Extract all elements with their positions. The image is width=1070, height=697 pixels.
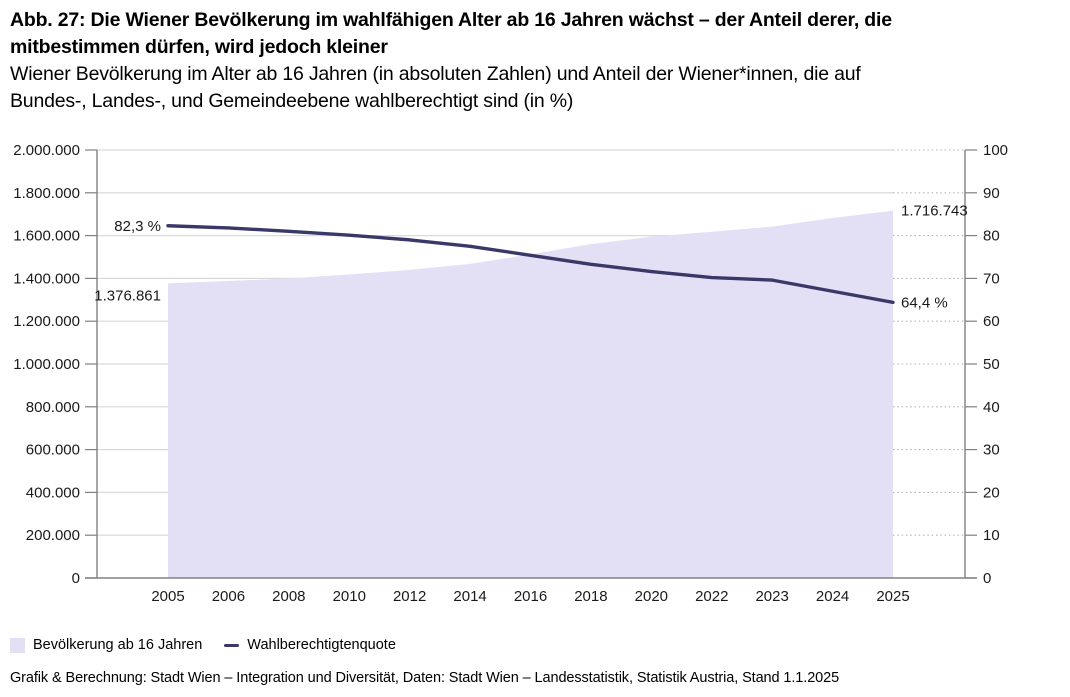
x-axis-label: 2020 xyxy=(635,588,668,605)
annotation-line-start: 82,3 % xyxy=(114,218,161,235)
y-axis-label-left: 800.000 xyxy=(26,399,80,416)
page-subtitle: Wiener Bevölkerung im Alter ab 16 Jahren… xyxy=(10,63,861,112)
x-axis-label: 2012 xyxy=(393,588,426,605)
x-axis-label: 2008 xyxy=(272,588,305,605)
annotation-line-end: 64,4 % xyxy=(901,294,948,311)
x-axis-label: 2005 xyxy=(151,588,184,605)
y-axis-label-left: 1.000.000 xyxy=(13,356,80,373)
x-axis-label: 2023 xyxy=(755,588,788,605)
x-axis-label: 2018 xyxy=(574,588,607,605)
x-axis-label: 2014 xyxy=(453,588,486,605)
y-axis-label-right: 20 xyxy=(983,484,1000,501)
legend-label-quota: Wahlberechtigtenquote xyxy=(247,637,396,653)
y-axis-label-left: 1.400.000 xyxy=(13,270,80,287)
y-axis-label-right: 100 xyxy=(983,142,1008,159)
y-axis-label-left: 600.000 xyxy=(26,442,80,459)
y-axis-label-right: 70 xyxy=(983,270,1000,287)
line-swatch-icon xyxy=(224,643,240,647)
y-axis-label-left: 200.000 xyxy=(26,527,80,544)
x-axis-label: 2006 xyxy=(212,588,245,605)
x-axis-label: 2022 xyxy=(695,588,728,605)
x-axis-label: 2024 xyxy=(816,588,849,605)
y-axis-label-right: 40 xyxy=(983,399,1000,416)
annotation-area-end: 1.716.743 xyxy=(901,203,968,220)
y-axis-label-right: 80 xyxy=(983,228,1000,245)
y-axis-label-right: 60 xyxy=(983,313,1000,330)
annotation-area-start: 1.376.861 xyxy=(94,287,161,304)
x-axis-label: 2010 xyxy=(333,588,366,605)
x-axis-label: 2025 xyxy=(876,588,909,605)
population-area xyxy=(168,210,893,578)
y-axis-label-right: 30 xyxy=(983,442,1000,459)
page-title: Abb. 27: Die Wiener Bevölkerung im wahlf… xyxy=(10,9,892,58)
y-axis-label-left: 1.800.000 xyxy=(13,185,80,202)
y-axis-label-left: 1.600.000 xyxy=(13,228,80,245)
y-axis-label-left: 1.200.000 xyxy=(13,313,80,330)
y-axis-label-right: 0 xyxy=(983,570,991,587)
quota-line xyxy=(166,224,895,305)
x-axis-label: 2016 xyxy=(514,588,547,605)
chart-canvas: 0 0 200.000 10 400.000 20 600.000 30 800.000 40 1.… xyxy=(13,142,1008,605)
y-axis-label-left: 400.000 xyxy=(26,484,80,501)
y-axis-label-right: 10 xyxy=(983,527,1000,544)
y-axis-label-left: 0 xyxy=(72,570,80,587)
y-axis-label-right: 90 xyxy=(983,185,1000,202)
source-note: Grafik & Berechnung: Stadt Wien – Integr… xyxy=(10,670,840,686)
area-swatch-icon xyxy=(10,637,25,653)
legend-label-population: Bevölkerung ab 16 Jahren xyxy=(33,637,203,653)
chart-legend: Bevölkerung ab 16 Jahren Wahlberechtigte… xyxy=(10,637,396,653)
legend-item-population: Bevölkerung ab 16 Jahren xyxy=(10,637,202,653)
y-axis-label-left: 2.000.000 xyxy=(13,142,80,159)
legend-item-quota: Wahlberechtigtenquote xyxy=(224,637,396,653)
y-axis-label-right: 50 xyxy=(983,356,1000,373)
